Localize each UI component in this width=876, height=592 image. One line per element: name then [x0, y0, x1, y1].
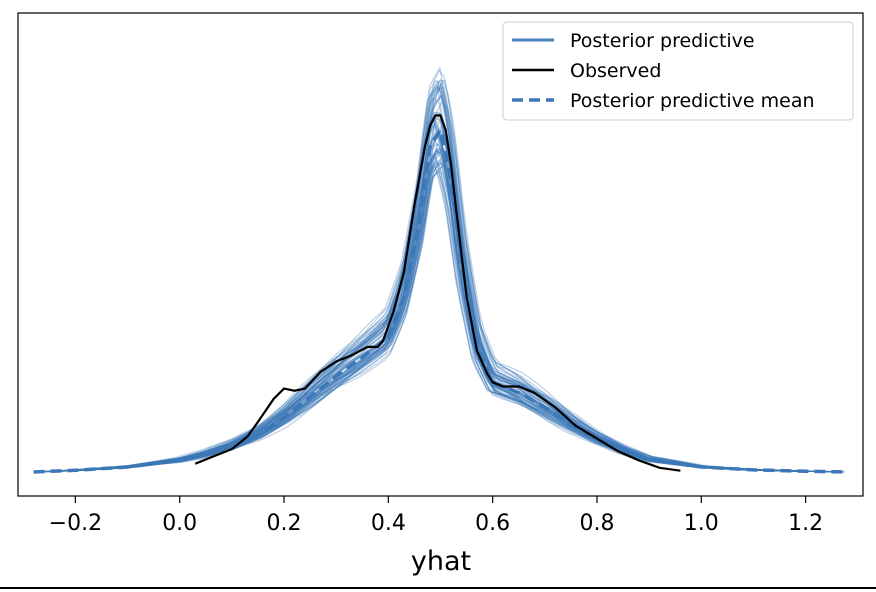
- posterior-predictive-draw: [68, 162, 841, 473]
- posterior-predictive-mean-line: [33, 125, 848, 474]
- x-axis: −0.2 0.0 0.2 0.4 0.6 0.8 1.0 1.2: [49, 496, 823, 536]
- posterior-predictive-mean-path: [33, 125, 848, 474]
- posterior-predictive-draw: [35, 154, 823, 473]
- legend-box: [502, 21, 854, 121]
- x-tick-label: 0.4: [371, 511, 406, 536]
- x-axis-label: yhat: [411, 546, 471, 577]
- x-tick-label: 1.2: [788, 511, 823, 536]
- posterior-predictive-draw: [55, 136, 823, 472]
- posterior-predictive-draw: [38, 80, 805, 473]
- bottom-rule: [0, 587, 876, 589]
- posterior-predictive-draw: [64, 122, 816, 473]
- observed-line: [194, 114, 681, 472]
- posterior-predictive-draw: [81, 84, 796, 472]
- posterior-predictive-draw: [64, 66, 816, 472]
- legend: Posterior predictive Observed Posterior …: [502, 21, 854, 121]
- posterior-predictive-draw: [72, 79, 824, 472]
- x-tick-label: 0.6: [475, 511, 510, 536]
- observed-path: [194, 114, 681, 472]
- x-tick-label: 0.0: [162, 511, 197, 536]
- x-tick-label: 0.8: [579, 511, 614, 536]
- posterior-predictive-draw: [59, 79, 816, 472]
- x-tick-label: −0.2: [49, 511, 102, 536]
- legend-label-posterior-predictive: Posterior predictive: [570, 30, 755, 52]
- posterior-predictive-draw: [52, 86, 815, 472]
- x-tick-label: 0.2: [267, 511, 302, 536]
- x-tick-label: 1.0: [684, 511, 719, 536]
- legend-label-observed: Observed: [570, 60, 661, 82]
- posterior-predictive-draw: [56, 85, 798, 472]
- legend-label-posterior-predictive-mean: Posterior predictive mean: [570, 90, 815, 112]
- posterior-predictive-draw: [62, 163, 840, 473]
